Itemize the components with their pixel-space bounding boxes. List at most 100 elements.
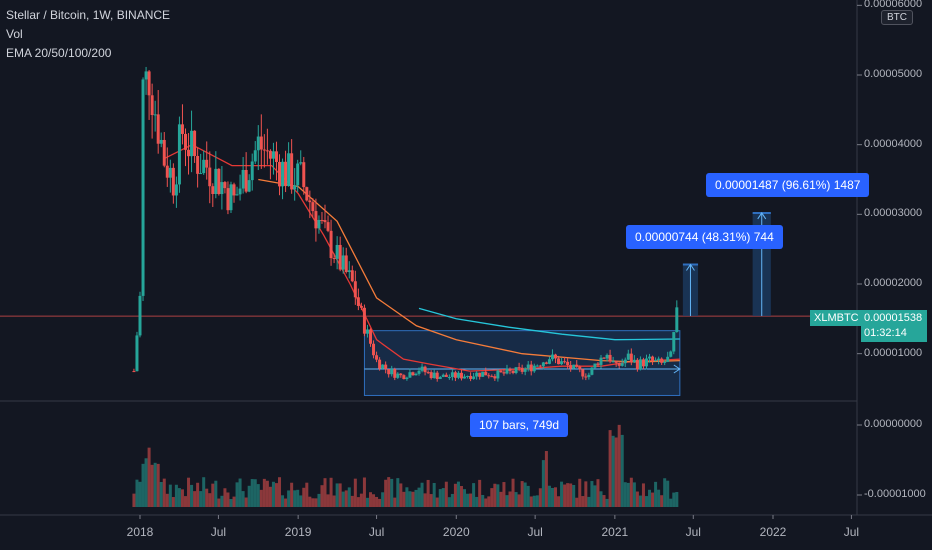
volume-bar xyxy=(620,434,624,507)
volume-bar xyxy=(632,482,636,507)
volume-bar xyxy=(569,483,573,507)
candle-body xyxy=(238,188,242,195)
candle-body xyxy=(632,359,636,363)
volume-bar xyxy=(657,489,661,507)
volume-bar xyxy=(302,487,306,507)
volume-bar xyxy=(648,489,652,507)
currency-badge[interactable]: BTC xyxy=(881,10,913,25)
candle-body xyxy=(147,71,151,96)
ema-indicator-label[interactable]: EMA 20/50/100/200 xyxy=(6,46,112,60)
candle-body xyxy=(174,184,178,196)
volume-bar xyxy=(405,487,409,507)
volume-bar xyxy=(538,488,542,507)
volume-bar xyxy=(223,488,227,507)
volume-bar xyxy=(566,483,570,507)
candle-body xyxy=(353,281,357,298)
candle-body xyxy=(493,376,497,379)
candle-body xyxy=(517,367,521,369)
candle-body xyxy=(672,332,676,352)
candle-body xyxy=(305,187,309,201)
candle-body xyxy=(202,159,206,174)
volume-bar xyxy=(132,493,136,507)
candle-body xyxy=(490,376,494,378)
candle-body xyxy=(226,188,230,211)
volume-bar xyxy=(481,494,485,507)
volume-bar xyxy=(247,485,251,507)
candle-body xyxy=(335,244,339,259)
volume-bar xyxy=(208,493,212,507)
candle-body xyxy=(150,95,154,116)
volume-bar xyxy=(232,496,236,507)
volume-bar xyxy=(384,479,388,507)
candle-body xyxy=(499,370,503,373)
volume-bar xyxy=(190,484,194,507)
candle-body xyxy=(365,329,369,334)
candle-body xyxy=(199,173,203,175)
ticker-badge: XLMBTC xyxy=(810,310,863,326)
candle-body xyxy=(629,353,633,363)
volume-bar xyxy=(229,498,233,507)
range-label: 107 bars, 749d xyxy=(470,413,569,437)
volume-bar xyxy=(281,495,285,507)
candle-body xyxy=(438,377,442,380)
candle-body xyxy=(232,184,236,196)
candle-body xyxy=(135,335,139,372)
volume-bar xyxy=(550,487,554,507)
candle-body xyxy=(654,360,658,362)
volume-bar xyxy=(429,494,433,507)
candle-body xyxy=(420,366,424,371)
candle-body xyxy=(581,369,585,377)
volume-bar xyxy=(183,496,187,507)
candle-body xyxy=(511,370,515,373)
volume-bar xyxy=(444,481,448,507)
candle-body xyxy=(414,373,418,376)
candle-body xyxy=(472,376,476,379)
candle-body xyxy=(256,136,260,151)
candle-body xyxy=(220,182,224,195)
candle-body xyxy=(302,162,306,188)
volume-bar xyxy=(666,480,670,507)
candle-body xyxy=(180,124,184,134)
volume-bar xyxy=(475,496,479,507)
volume-bar xyxy=(262,478,266,507)
volume-bar xyxy=(241,491,245,507)
symbol-title[interactable]: Stellar / Bitcoin, 1W, BINANCE xyxy=(6,8,171,22)
candle-body xyxy=(268,150,272,159)
ema-line xyxy=(418,307,680,341)
candle-body xyxy=(208,167,212,187)
candle-body xyxy=(308,200,312,203)
candle-body xyxy=(390,369,394,375)
candle-body xyxy=(411,372,415,376)
volume-bar xyxy=(144,458,148,507)
candle-body xyxy=(362,307,366,334)
candle-body xyxy=(368,329,372,344)
volume-bar xyxy=(268,486,272,507)
vol-indicator-label[interactable]: Vol xyxy=(6,27,23,41)
volume-bar xyxy=(523,482,527,507)
volume-bar xyxy=(596,479,600,507)
volume-bar xyxy=(617,424,621,507)
volume-bar xyxy=(347,487,351,507)
candle-body xyxy=(617,362,621,366)
candle-body xyxy=(193,130,197,157)
volume-bar xyxy=(484,498,488,507)
candle-body xyxy=(593,363,597,368)
candle-body xyxy=(132,371,136,373)
volume-bar xyxy=(496,484,500,507)
volume-bar xyxy=(441,488,445,507)
candle-body xyxy=(165,165,169,178)
candle-body xyxy=(287,153,291,187)
candle-body xyxy=(332,258,336,260)
volume-bar xyxy=(193,491,197,507)
volume-bar xyxy=(368,492,372,507)
volume-bar xyxy=(305,482,309,507)
price-tick-label: 0.00001000 xyxy=(864,346,923,359)
candle-body xyxy=(547,359,551,364)
candle-body xyxy=(426,372,430,374)
volume-bar xyxy=(147,447,151,507)
candle-body xyxy=(669,351,673,357)
volume-bar xyxy=(199,491,203,507)
candle-body xyxy=(572,364,576,369)
volume-bar xyxy=(253,479,257,507)
